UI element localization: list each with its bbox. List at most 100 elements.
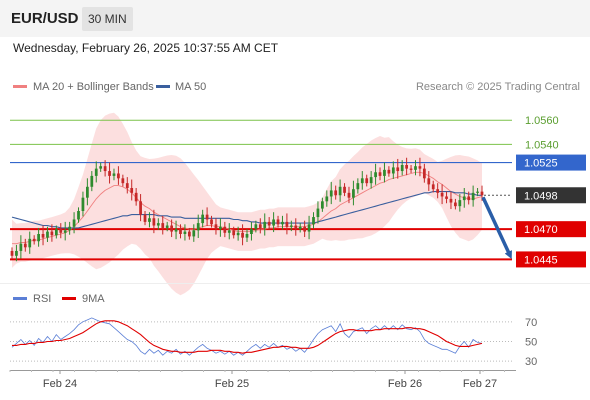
candle bbox=[112, 168, 116, 181]
candle bbox=[227, 223, 231, 240]
candle bbox=[254, 220, 258, 233]
candle bbox=[15, 244, 18, 262]
candle bbox=[156, 218, 160, 230]
timeframe-button[interactable]: 30 MIN bbox=[82, 7, 133, 31]
candle-body bbox=[99, 166, 103, 169]
candle-body bbox=[161, 223, 165, 228]
price-level-layer bbox=[10, 119, 512, 261]
candle bbox=[117, 166, 120, 185]
candle bbox=[121, 174, 125, 187]
candle bbox=[134, 188, 138, 206]
legend-label-ma50: MA 50 bbox=[175, 81, 206, 93]
candle bbox=[108, 162, 111, 184]
candle-body bbox=[143, 214, 147, 222]
candle bbox=[183, 224, 187, 241]
candle bbox=[143, 211, 147, 226]
candle-body bbox=[236, 232, 240, 236]
candle bbox=[431, 180, 435, 193]
legend-label-rsi-ma: 9MA bbox=[82, 293, 105, 305]
candle-body bbox=[46, 231, 49, 238]
candle bbox=[400, 160, 404, 176]
candle-body bbox=[210, 219, 213, 225]
candle-body bbox=[281, 221, 284, 225]
candle bbox=[378, 167, 382, 181]
candle bbox=[10, 247, 14, 260]
candle bbox=[414, 160, 417, 176]
candle-body bbox=[462, 196, 466, 201]
candle bbox=[139, 194, 142, 222]
candle bbox=[130, 179, 134, 201]
candles-layer bbox=[10, 157, 484, 262]
candle bbox=[165, 221, 169, 232]
candle bbox=[232, 226, 236, 239]
candle bbox=[476, 188, 479, 197]
candle-body bbox=[103, 166, 107, 172]
candle-body bbox=[201, 214, 205, 224]
candle-body bbox=[250, 229, 253, 234]
candle-body bbox=[28, 238, 32, 248]
candle-body bbox=[77, 211, 80, 220]
candle-body bbox=[356, 183, 360, 190]
candle-body bbox=[72, 219, 76, 227]
candle bbox=[223, 221, 227, 238]
candle-body bbox=[90, 175, 94, 187]
time-tick-label: Feb 25 bbox=[215, 378, 249, 390]
pivot-level-label: 1.0525 bbox=[524, 158, 558, 170]
candle-body bbox=[325, 196, 329, 202]
chart-header: EUR/USD 30 MIN bbox=[0, 0, 590, 37]
bollinger-band bbox=[12, 112, 482, 296]
candle-body bbox=[418, 166, 422, 169]
candle bbox=[72, 212, 76, 234]
candle-body bbox=[54, 229, 58, 236]
candle bbox=[103, 160, 107, 177]
candle-body bbox=[409, 168, 413, 170]
forecast-arrow-layer bbox=[481, 196, 512, 260]
support-level-label: 1.0470 bbox=[524, 224, 558, 236]
last-price-tag bbox=[516, 187, 586, 204]
candle-body bbox=[59, 229, 63, 233]
candle bbox=[334, 185, 338, 200]
candle-body bbox=[68, 226, 72, 231]
candle-body bbox=[165, 225, 169, 228]
candle bbox=[41, 225, 45, 246]
candle-body bbox=[94, 168, 98, 176]
time-tick-label: Feb 24 bbox=[43, 378, 77, 390]
rsi-tick-label: 30 bbox=[525, 356, 537, 368]
candle bbox=[338, 179, 342, 202]
candle bbox=[383, 162, 386, 183]
candle-body bbox=[298, 226, 302, 230]
candle bbox=[396, 158, 400, 179]
candle-body bbox=[383, 169, 386, 176]
chart-datetime: Wednesday, February 26, 2025 10:37:55 AM… bbox=[13, 41, 279, 55]
candle-body bbox=[405, 165, 408, 169]
candle bbox=[219, 218, 222, 237]
candle-body bbox=[174, 229, 178, 232]
candle bbox=[471, 185, 475, 207]
candle bbox=[23, 238, 27, 252]
legend-label-ma20: MA 20 + Bollinger Bands bbox=[33, 81, 154, 93]
candle bbox=[312, 212, 315, 229]
candle bbox=[245, 229, 249, 242]
legend-label-rsi: RSI bbox=[33, 293, 51, 305]
candle-body bbox=[352, 189, 355, 198]
candle-body bbox=[391, 167, 395, 174]
candle-body bbox=[449, 198, 453, 203]
candle bbox=[161, 215, 165, 235]
candle bbox=[81, 191, 85, 217]
time-axis: Feb 24 Feb 25 Feb 26 Feb 27 bbox=[9, 370, 505, 390]
candle-body bbox=[117, 173, 120, 179]
credit-text: Research © 2025 Trading Central bbox=[416, 81, 580, 93]
candle bbox=[374, 163, 377, 185]
last-price-label: 1.0498 bbox=[524, 190, 558, 202]
candle-body bbox=[458, 200, 462, 207]
candle bbox=[454, 198, 457, 210]
candle-body bbox=[23, 243, 27, 248]
candle-body bbox=[196, 223, 200, 231]
candle bbox=[427, 171, 431, 191]
candle-body bbox=[121, 178, 125, 184]
candle bbox=[445, 191, 448, 204]
candle bbox=[321, 197, 324, 212]
candle-body bbox=[369, 177, 373, 184]
legend-swatch-ma50 bbox=[156, 85, 170, 88]
